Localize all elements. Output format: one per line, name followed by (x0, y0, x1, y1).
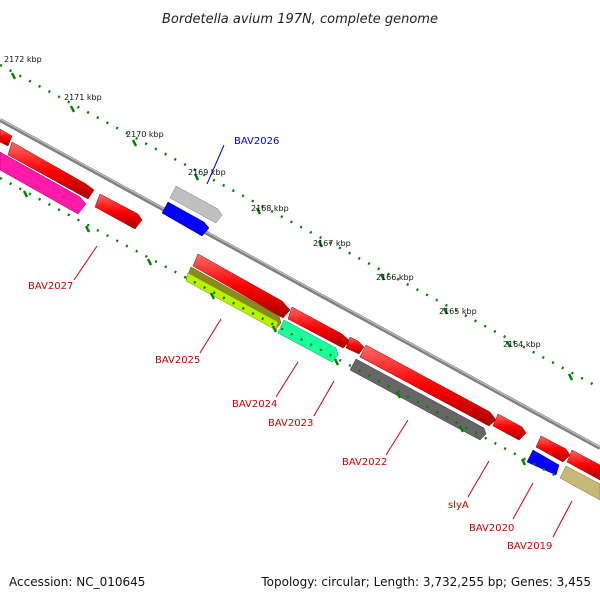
label-connector-bav2026 (206, 144, 225, 185)
gene-arrow-left-edge[interactable] (0, 128, 13, 147)
ruler-label-2166: 2166 kbp (376, 273, 414, 282)
genome-backbone-highlight (0, 118, 600, 448)
gene-arrow-bav2027-forward[interactable] (7, 141, 95, 200)
gene-label-bav2019[interactable]: BAV2019 (507, 541, 552, 552)
gene-label-bav2026[interactable]: BAV2026 (234, 136, 279, 147)
forward-genes (0, 128, 600, 481)
map-title: Bordetella avium 197N, complete genome (162, 12, 438, 27)
gene-label-bav2027[interactable]: BAV2027 (28, 281, 73, 292)
topology-text: Topology: circular; Length: 3,732,255 bp… (260, 575, 591, 589)
genome-backbone (0, 118, 600, 450)
gene-arrow-bav2024-forward[interactable] (287, 306, 351, 349)
label-connectors (73, 245, 573, 538)
ruler-label-2167: 2167 kbp (313, 239, 351, 248)
ruler-label-2165: 2165 kbp (439, 307, 477, 316)
gene-arrow-bav2027[interactable] (0, 151, 87, 215)
ruler-label-2164: 2164 kbp (503, 340, 541, 349)
gene-arrow-bav2019-forward[interactable] (566, 449, 600, 481)
gene-arrow-bav2026-blue[interactable] (161, 201, 210, 237)
inner-ruler-line (0, 176, 561, 480)
gene-label-slya[interactable]: slyA (448, 500, 469, 511)
other-genes (0, 151, 600, 501)
gene-arrow-slya-forward[interactable] (492, 413, 527, 441)
gene-label-bav2022[interactable]: BAV2022 (342, 457, 387, 468)
gene-label-bav2025[interactable]: BAV2025 (155, 355, 200, 366)
ruler-label-2172: 2172 kbp (4, 55, 42, 64)
gene-arrow-bav2022-forward[interactable] (359, 344, 497, 427)
gene-label-bav2024[interactable]: BAV2024 (232, 399, 277, 410)
ruler-label-2169: 2169 kbp (188, 168, 226, 177)
gene-arrow-bav2020-blue[interactable] (526, 449, 560, 476)
ruler-label-2171: 2171 kbp (64, 93, 102, 102)
gene-arrow-small[interactable] (345, 336, 365, 355)
gene-arrow-bav2020-forward[interactable] (535, 435, 571, 463)
ruler-label-2170: 2170 kbp (126, 130, 164, 139)
accession-text: Accession: NC_010645 (9, 575, 145, 589)
gene-arrow-bav2026-grey[interactable] (169, 185, 223, 224)
gene-arrow-bav2022-grey[interactable] (349, 358, 487, 441)
gene-arrow-bav2027b[interactable] (94, 193, 143, 230)
gene-arrow-bav2025-forward[interactable] (192, 253, 291, 319)
gene-arrow-bav2024-green[interactable] (277, 319, 339, 363)
inner-ruler-ticks (22, 190, 527, 466)
ruler-label-2168: 2168 kbp (251, 204, 289, 213)
gene-arrow-bav2019-tan[interactable] (559, 465, 600, 501)
outer-ruler-ticks (10, 72, 574, 381)
gene-label-bav2023[interactable]: BAV2023 (268, 418, 313, 429)
gene-label-bav2020[interactable]: BAV2020 (469, 523, 514, 534)
